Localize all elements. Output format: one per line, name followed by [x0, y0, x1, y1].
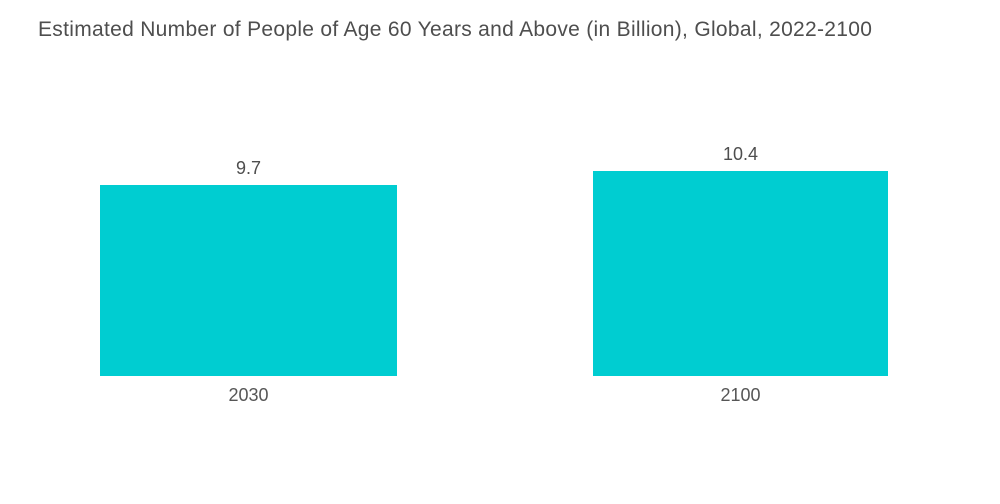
category-label-2030: 2030	[228, 385, 269, 405]
value-label-2100: 10.4	[722, 144, 759, 164]
bar-group-2100: 10.4 2100	[593, 144, 888, 404]
category-label-2100: 2100	[720, 385, 761, 405]
plot-area: 9.7 2030 10.4 2100	[100, 144, 888, 404]
bar-2030	[100, 185, 397, 376]
bar-group-2030: 9.7 2030	[100, 158, 397, 404]
value-label-2030: 9.7	[235, 158, 262, 178]
bar-2100	[593, 171, 888, 376]
chart-title: Estimated Number of People of Age 60 Yea…	[38, 18, 873, 41]
